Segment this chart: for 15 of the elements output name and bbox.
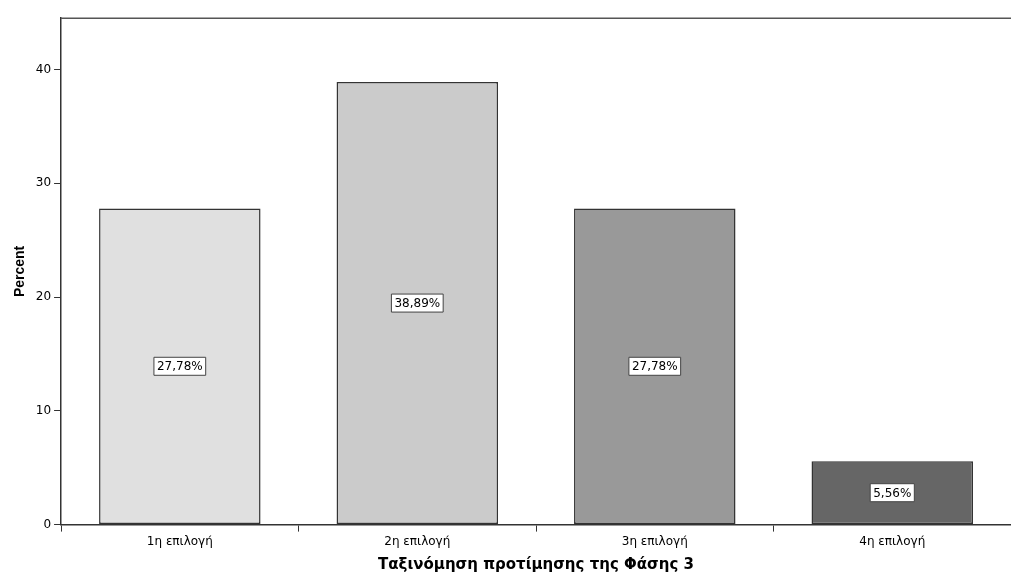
data-label: 5,56% (873, 485, 912, 500)
x-tick-label: 2η επιλογή (384, 533, 451, 548)
y-tick-label: 20 (35, 289, 52, 304)
y-tick-label: 40 (35, 61, 52, 76)
y-tick-label: 10 (35, 402, 52, 417)
x-tick-label: 1η επιλογή (146, 533, 213, 548)
data-label: 38,89% (394, 296, 441, 311)
y-tick-label: 0 (43, 516, 52, 531)
x-axis-title: Ταξινόμηση προτίμησης της Φάσης 3 (378, 554, 694, 573)
x-tick-label: 4η επιλογή (859, 533, 926, 548)
data-label: 27,78% (156, 359, 203, 374)
y-tick-label: 30 (35, 175, 52, 190)
data-label: 27,78% (631, 359, 678, 374)
y-axis-title: Percent (11, 245, 28, 298)
x-tick-label: 3η επιλογή (621, 533, 688, 548)
